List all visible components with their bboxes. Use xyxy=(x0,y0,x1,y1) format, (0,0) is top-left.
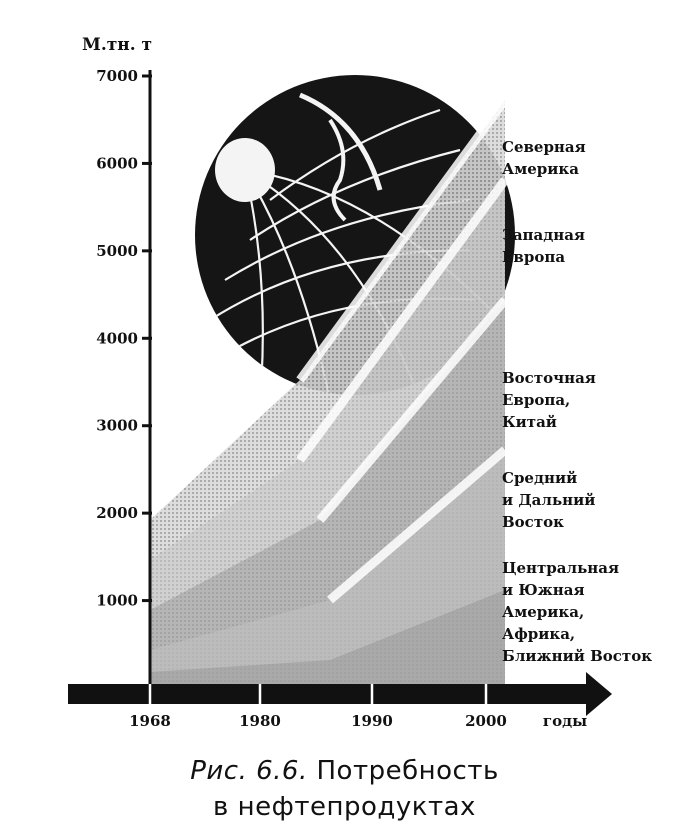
band-4 xyxy=(150,450,505,688)
x-axis-unit-label: годы xyxy=(543,712,587,730)
region-bands xyxy=(150,97,509,688)
region-label-line: Западная xyxy=(502,226,585,244)
region-label-line: Америка xyxy=(502,160,579,178)
region-label-line: Северная xyxy=(502,138,586,156)
region-label-5: Центральная и Южная Америка, Африка, Ближний… xyxy=(502,559,652,665)
y-axis: М.тн. т 1000 2000 3000 4000 5000 6000 7000 xyxy=(82,35,152,688)
x-tick-label: 1980 xyxy=(239,712,281,730)
region-labels: Северная Америка Западная Европа Восточная Ев… xyxy=(502,138,652,665)
y-tick-label: 5000 xyxy=(96,242,138,260)
region-label-4: Средний и Дальний Восток xyxy=(502,469,595,531)
y-tick-label: 3000 xyxy=(96,417,138,435)
region-label-line: Восточная xyxy=(502,369,596,387)
x-axis-arrow xyxy=(586,672,612,716)
region-label-line: Африка, xyxy=(502,625,575,643)
caption-title: Потребность xyxy=(307,756,499,786)
region-label-line: Китай xyxy=(502,413,557,431)
y-tick-label: 1000 xyxy=(96,592,138,610)
region-label-line: Европа xyxy=(502,248,565,266)
y-tick-label: 4000 xyxy=(96,329,138,347)
region-label-line: Америка, xyxy=(502,603,584,621)
region-label-line: Ближний Восток xyxy=(502,647,652,665)
x-tick-label: 2000 xyxy=(465,712,507,730)
figure-number: Рис. 6.6. xyxy=(190,756,308,786)
x-tick-label: 1990 xyxy=(351,712,393,730)
region-label-line: Средний xyxy=(502,469,577,487)
region-label-line: и Дальний xyxy=(502,491,595,509)
band-separator xyxy=(296,177,509,463)
figure-caption-line-1: Рис. 6.6. Потребность xyxy=(0,756,689,786)
band-separator xyxy=(327,446,508,604)
region-label-line: Восток xyxy=(502,513,564,531)
y-axis-unit-label: М.тн. т xyxy=(82,35,152,55)
region-label-2: Западная Европа xyxy=(502,226,585,266)
consumption-chart: М.тн. т 1000 2000 3000 4000 5000 6000 7000 1968… xyxy=(68,35,652,730)
region-label-3: Восточная Европа, Китай xyxy=(502,369,596,431)
band-separator xyxy=(296,97,509,383)
region-label-1: Северная Америка xyxy=(502,138,586,178)
band-5 xyxy=(150,590,505,688)
y-tick-label: 2000 xyxy=(96,504,138,522)
figure-caption-line-2: в нефтепродуктах xyxy=(213,792,476,822)
x-axis-bar xyxy=(68,684,588,704)
y-tick-label: 6000 xyxy=(96,154,138,172)
band-separator xyxy=(316,297,509,523)
region-label-line: Центральная xyxy=(502,559,619,577)
x-tick-label: 1968 xyxy=(129,712,171,730)
x-axis: 1968 1980 1990 2000 годы xyxy=(68,672,612,730)
region-label-line: и Южная xyxy=(502,581,585,599)
y-tick-label: 7000 xyxy=(96,67,138,85)
region-label-line: Европа, xyxy=(502,391,570,409)
